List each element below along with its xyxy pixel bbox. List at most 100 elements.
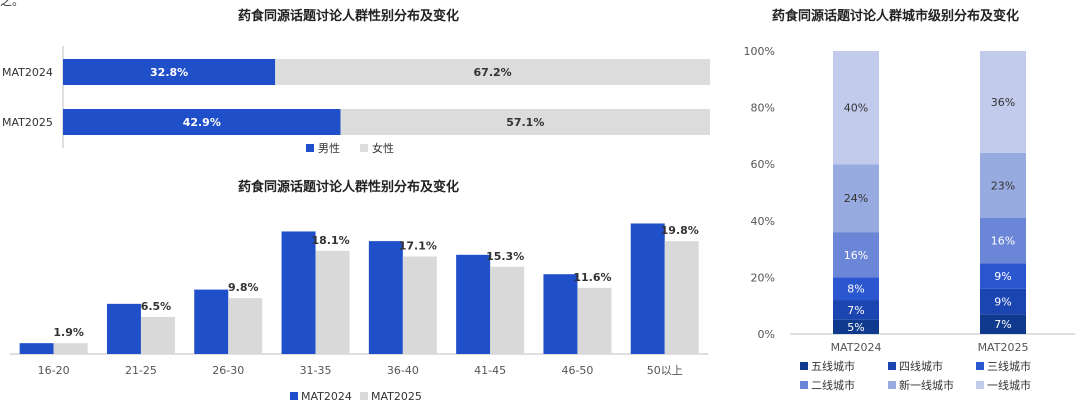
age-bar-mat2024	[281, 231, 316, 354]
city-legend-swatch	[888, 381, 896, 389]
city-legend-label: 二线城市	[811, 378, 855, 392]
city-legend-swatch	[800, 381, 808, 389]
city-segment	[980, 288, 1026, 315]
age-bar-mat2025	[402, 256, 437, 354]
age-category-label: 50以上	[647, 364, 683, 377]
city-segment-label: 9%	[994, 270, 1011, 283]
age-value-label: 11.6%	[573, 271, 611, 284]
city-segment	[833, 300, 879, 320]
gender-bar-label: 42.9%	[183, 116, 221, 129]
age-category-label: 21-25	[125, 364, 157, 377]
age-bar-mat2024	[456, 254, 491, 354]
city-y-tick-label: 0%	[758, 328, 775, 341]
city-segment	[833, 319, 879, 334]
age-value-label: 18.1%	[311, 234, 349, 247]
city-y-tick-label: 100%	[744, 45, 775, 58]
age-bar-mat2025	[315, 250, 350, 354]
city-legend-swatch	[976, 381, 984, 389]
city-segment	[833, 232, 879, 278]
age-bar-mat2024	[19, 343, 54, 354]
city-segment-label: 7%	[847, 304, 864, 317]
gender-bar-female	[340, 109, 710, 135]
age-value-label: 6.5%	[141, 300, 172, 313]
city-segment	[833, 277, 879, 301]
age-value-label: 1.9%	[53, 326, 84, 339]
city-legend-swatch	[976, 362, 984, 370]
age-bar-mat2025	[228, 298, 263, 354]
age-category-label: 36-40	[387, 364, 419, 377]
age-bar-mat2025	[53, 343, 88, 354]
age-bar-mat2024	[543, 274, 578, 354]
age-legend-label: MAT2024	[301, 390, 352, 403]
city-segment	[833, 51, 879, 165]
age-bar-mat2025	[664, 241, 699, 354]
age-category-label: 46-50	[561, 364, 593, 377]
age-value-label: 19.8%	[661, 224, 699, 237]
city-y-tick-label: 40%	[751, 215, 775, 228]
gender-bar-label: 67.2%	[474, 66, 512, 79]
age-bar-mat2024	[630, 223, 665, 354]
city-y-tick-label: 60%	[751, 158, 775, 171]
city-segment-label: 16%	[844, 249, 868, 262]
gender-bar-female	[275, 59, 710, 85]
city-category-label: MAT2025	[978, 341, 1029, 354]
age-legend-swatch	[290, 392, 298, 400]
city-y-tick-label: 80%	[751, 102, 775, 115]
city-chart-title: 药食同源话题讨论人群城市级别分布及变化	[772, 9, 1020, 24]
age-bar-mat2025	[577, 287, 612, 354]
city-segment	[980, 314, 1026, 334]
age-value-label: 17.1%	[399, 240, 437, 253]
city-legend-label: 一线城市	[987, 378, 1031, 392]
city-legend-swatch	[888, 362, 896, 370]
city-segment-label: 24%	[844, 192, 868, 205]
age-value-label: 15.3%	[486, 250, 524, 263]
city-segment	[980, 152, 1026, 218]
gender-bar-male	[63, 109, 341, 135]
gender-chart-title: 药食同源话题讨论人群性别分布及变化	[238, 9, 460, 24]
age-bar-mat2025	[490, 266, 525, 354]
gender-category-label: MAT2025	[2, 116, 53, 129]
age-bar-mat2024	[194, 289, 229, 354]
gender-legend-swatch	[360, 144, 368, 152]
gender-legend-label: 女性	[372, 141, 394, 155]
city-legend-label: 三线城市	[987, 359, 1031, 373]
city-legend-label: 新一线城市	[899, 378, 954, 392]
age-category-label: 16-20	[38, 364, 70, 377]
age-category-label: 41-45	[474, 364, 506, 377]
city-legend-swatch	[800, 362, 808, 370]
age-bar-mat2024	[368, 241, 403, 354]
age-value-label: 9.8%	[228, 281, 259, 294]
city-legend-label: 五线城市	[811, 359, 855, 373]
city-segment	[833, 164, 879, 233]
city-segment-label: 23%	[991, 179, 1015, 192]
city-segment-label: 5%	[847, 321, 864, 334]
city-segment-label: 40%	[844, 102, 868, 115]
city-category-label: MAT2024	[831, 341, 882, 354]
city-segment	[980, 217, 1026, 264]
age-legend-swatch	[360, 392, 368, 400]
city-legend-label: 四线城市	[899, 359, 943, 373]
gender-bar-label: 32.8%	[150, 66, 188, 79]
age-bar-mat2024	[106, 303, 141, 354]
age-category-label: 26-30	[212, 364, 244, 377]
city-segment-label: 16%	[991, 235, 1015, 248]
city-segment	[980, 51, 1026, 153]
gender-bar-male	[63, 59, 276, 85]
age-bar-mat2025	[140, 316, 175, 354]
city-segment-label: 9%	[994, 295, 1011, 308]
city-segment	[980, 263, 1026, 289]
city-segment-label: 7%	[994, 318, 1011, 331]
age-legend-label: MAT2025	[371, 390, 422, 403]
age-chart-title: 药食同源话题讨论人群性别分布及变化	[238, 180, 460, 195]
gender-legend-swatch	[306, 144, 314, 152]
snippet-text: 之。	[0, 0, 25, 8]
gender-bar-label: 57.1%	[506, 116, 544, 129]
age-category-label: 31-35	[300, 364, 332, 377]
city-segment-label: 36%	[991, 96, 1015, 109]
gender-category-label: MAT2024	[2, 66, 53, 79]
city-y-tick-label: 20%	[751, 271, 775, 284]
gender-legend-label: 男性	[318, 141, 340, 155]
